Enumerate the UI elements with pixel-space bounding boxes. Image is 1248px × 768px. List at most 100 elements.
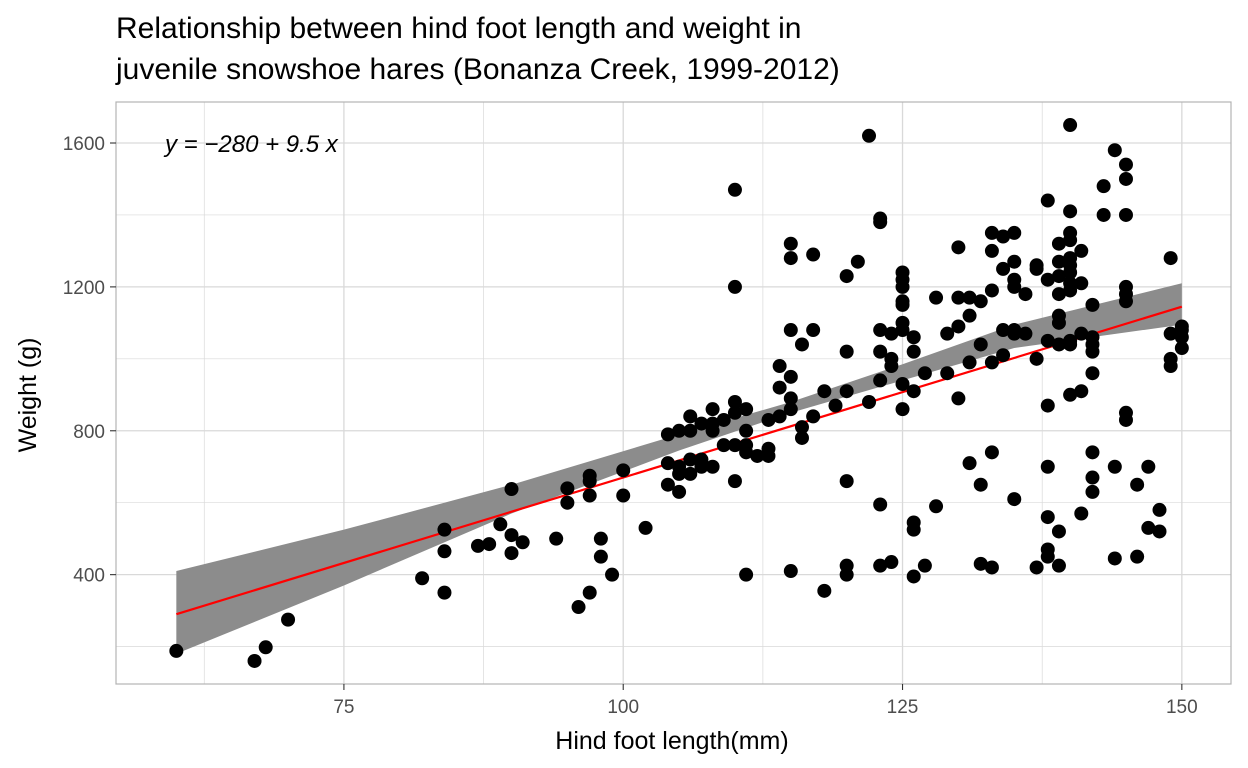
data-point xyxy=(828,398,843,413)
data-point xyxy=(582,468,597,483)
data-point xyxy=(727,394,742,409)
data-point xyxy=(996,229,1011,244)
data-point xyxy=(1085,366,1100,381)
data-point xyxy=(906,344,921,359)
data-point xyxy=(437,544,452,559)
data-point xyxy=(783,236,798,251)
data-point xyxy=(247,653,262,668)
data-point xyxy=(1130,549,1145,564)
confidence-band xyxy=(176,283,1182,654)
data-point xyxy=(973,556,988,571)
data-point xyxy=(638,520,653,535)
data-point xyxy=(1107,143,1122,158)
data-point xyxy=(727,279,742,294)
data-point xyxy=(794,430,809,445)
data-point xyxy=(660,456,675,471)
data-point xyxy=(996,261,1011,276)
data-point xyxy=(940,366,955,381)
data-point xyxy=(817,384,832,399)
data-point xyxy=(1163,351,1178,366)
data-point xyxy=(973,477,988,492)
data-point xyxy=(1063,276,1078,291)
data-point xyxy=(783,251,798,266)
data-point xyxy=(1118,405,1133,420)
data-point xyxy=(739,423,754,438)
data-point xyxy=(906,515,921,530)
data-point xyxy=(1152,524,1167,539)
data-point xyxy=(906,569,921,584)
data-point xyxy=(951,240,966,255)
data-point xyxy=(1074,506,1089,521)
data-point xyxy=(515,535,530,550)
data-point xyxy=(437,585,452,600)
data-point xyxy=(672,459,687,474)
data-point xyxy=(1040,272,1055,287)
data-point xyxy=(705,416,720,431)
data-point xyxy=(727,405,742,420)
data-point xyxy=(571,600,586,615)
data-point xyxy=(984,283,999,298)
data-point xyxy=(750,448,765,463)
data-point xyxy=(761,412,776,427)
data-point xyxy=(862,128,877,143)
data-point xyxy=(1051,269,1066,284)
data-point xyxy=(806,323,821,338)
data-point xyxy=(783,391,798,406)
data-point xyxy=(951,319,966,334)
chart-title-line-1: Relationship between hind foot length an… xyxy=(116,12,802,45)
data-point xyxy=(258,640,273,655)
data-point xyxy=(862,394,877,409)
data-point xyxy=(1163,326,1178,341)
data-point xyxy=(1074,384,1089,399)
data-point xyxy=(1130,477,1145,492)
data-point xyxy=(884,326,899,341)
y-tick-label: 1600 xyxy=(63,134,105,155)
data-point xyxy=(783,402,798,417)
x-tick-label: 125 xyxy=(887,697,919,718)
data-point xyxy=(839,269,854,284)
data-point xyxy=(839,558,854,573)
data-point xyxy=(962,308,977,323)
data-point xyxy=(1040,542,1055,557)
data-point xyxy=(727,182,742,197)
data-point xyxy=(1163,251,1178,266)
data-point xyxy=(940,326,955,341)
data-point xyxy=(1063,118,1078,133)
data-point xyxy=(884,555,899,570)
data-point xyxy=(1051,337,1066,352)
data-point xyxy=(794,420,809,435)
data-point xyxy=(672,484,687,499)
data-point xyxy=(1141,459,1156,474)
data-point xyxy=(560,481,575,496)
data-point xyxy=(683,466,698,481)
data-point xyxy=(873,497,888,512)
data-point xyxy=(1007,272,1022,287)
data-point xyxy=(1085,445,1100,460)
data-point xyxy=(504,546,519,561)
data-point xyxy=(560,495,575,510)
data-point xyxy=(873,344,888,359)
data-point xyxy=(1029,351,1044,366)
data-point xyxy=(929,290,944,305)
data-point xyxy=(761,441,776,456)
data-point xyxy=(839,474,854,489)
data-point xyxy=(1007,254,1022,269)
data-point xyxy=(739,438,754,453)
data-point xyxy=(660,427,675,442)
y-axis-ticks: 400 800 1200 1600 xyxy=(63,134,116,587)
data-point xyxy=(1063,387,1078,402)
data-point xyxy=(1063,333,1078,348)
data-point xyxy=(281,612,296,627)
chart-title-line-2: juvenile snowshoe hares (Bonanza Creek, … xyxy=(115,53,840,86)
data-point xyxy=(1040,459,1055,474)
data-point xyxy=(884,351,899,366)
data-point xyxy=(984,355,999,370)
data-point xyxy=(806,409,821,424)
data-point xyxy=(582,585,597,600)
data-point xyxy=(1118,279,1133,294)
y-tick-label: 800 xyxy=(73,422,105,443)
data-point xyxy=(895,265,910,280)
data-point xyxy=(873,211,888,226)
data-point xyxy=(593,549,608,564)
data-point xyxy=(1051,524,1066,539)
